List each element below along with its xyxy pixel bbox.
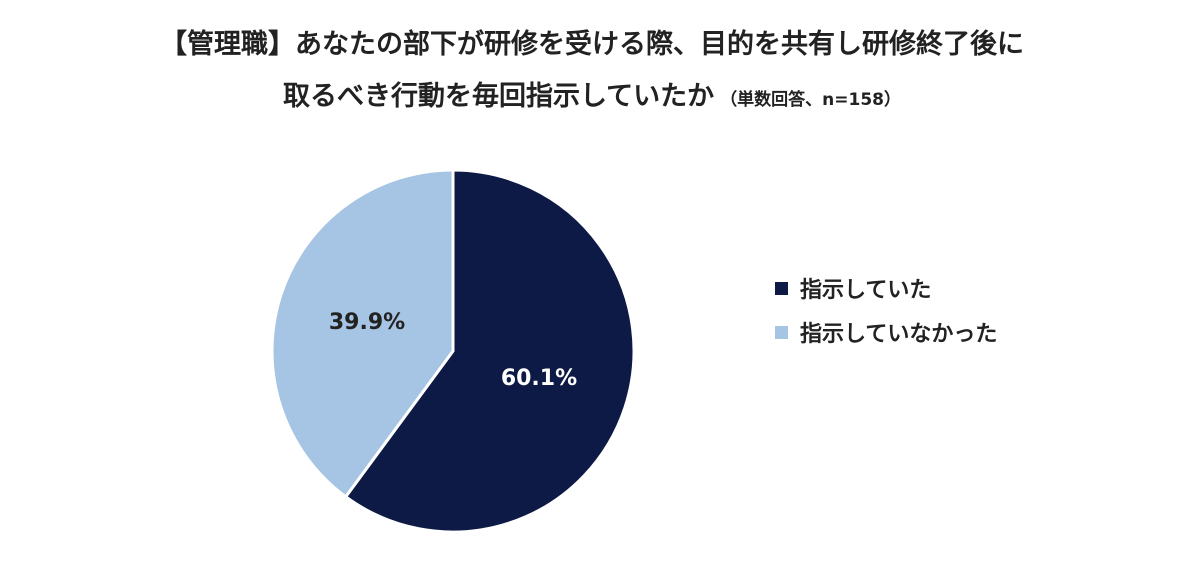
chart-title-line1: 【管理職】あなたの部下が研修を受ける際、目的を共有し研修終了後に xyxy=(160,29,1024,60)
legend-label-0: 指示していた xyxy=(800,278,932,303)
data-label-1: 39.9% xyxy=(329,310,405,335)
legend-item-0: 指示していた xyxy=(775,266,997,310)
pie-slice-0 xyxy=(343,168,636,534)
legend-swatch-1 xyxy=(775,325,788,339)
legend-label-1: 指示していなかった xyxy=(800,322,998,347)
chart-title-line2: 取るべき行動を毎回指示していたか （単数回答、n=158） xyxy=(0,74,1184,113)
legend-swatch-0 xyxy=(775,281,788,295)
pie-slice-1 xyxy=(270,168,455,499)
legend-item-1: 指示していなかった xyxy=(775,310,997,354)
chart-title-main: 取るべき行動を毎回指示していたか xyxy=(282,81,715,112)
legend: 指示していた 指示していなかった xyxy=(775,266,997,354)
data-label-0: 60.1% xyxy=(501,366,577,391)
chart-title-note: （単数回答、n=158） xyxy=(720,90,902,110)
